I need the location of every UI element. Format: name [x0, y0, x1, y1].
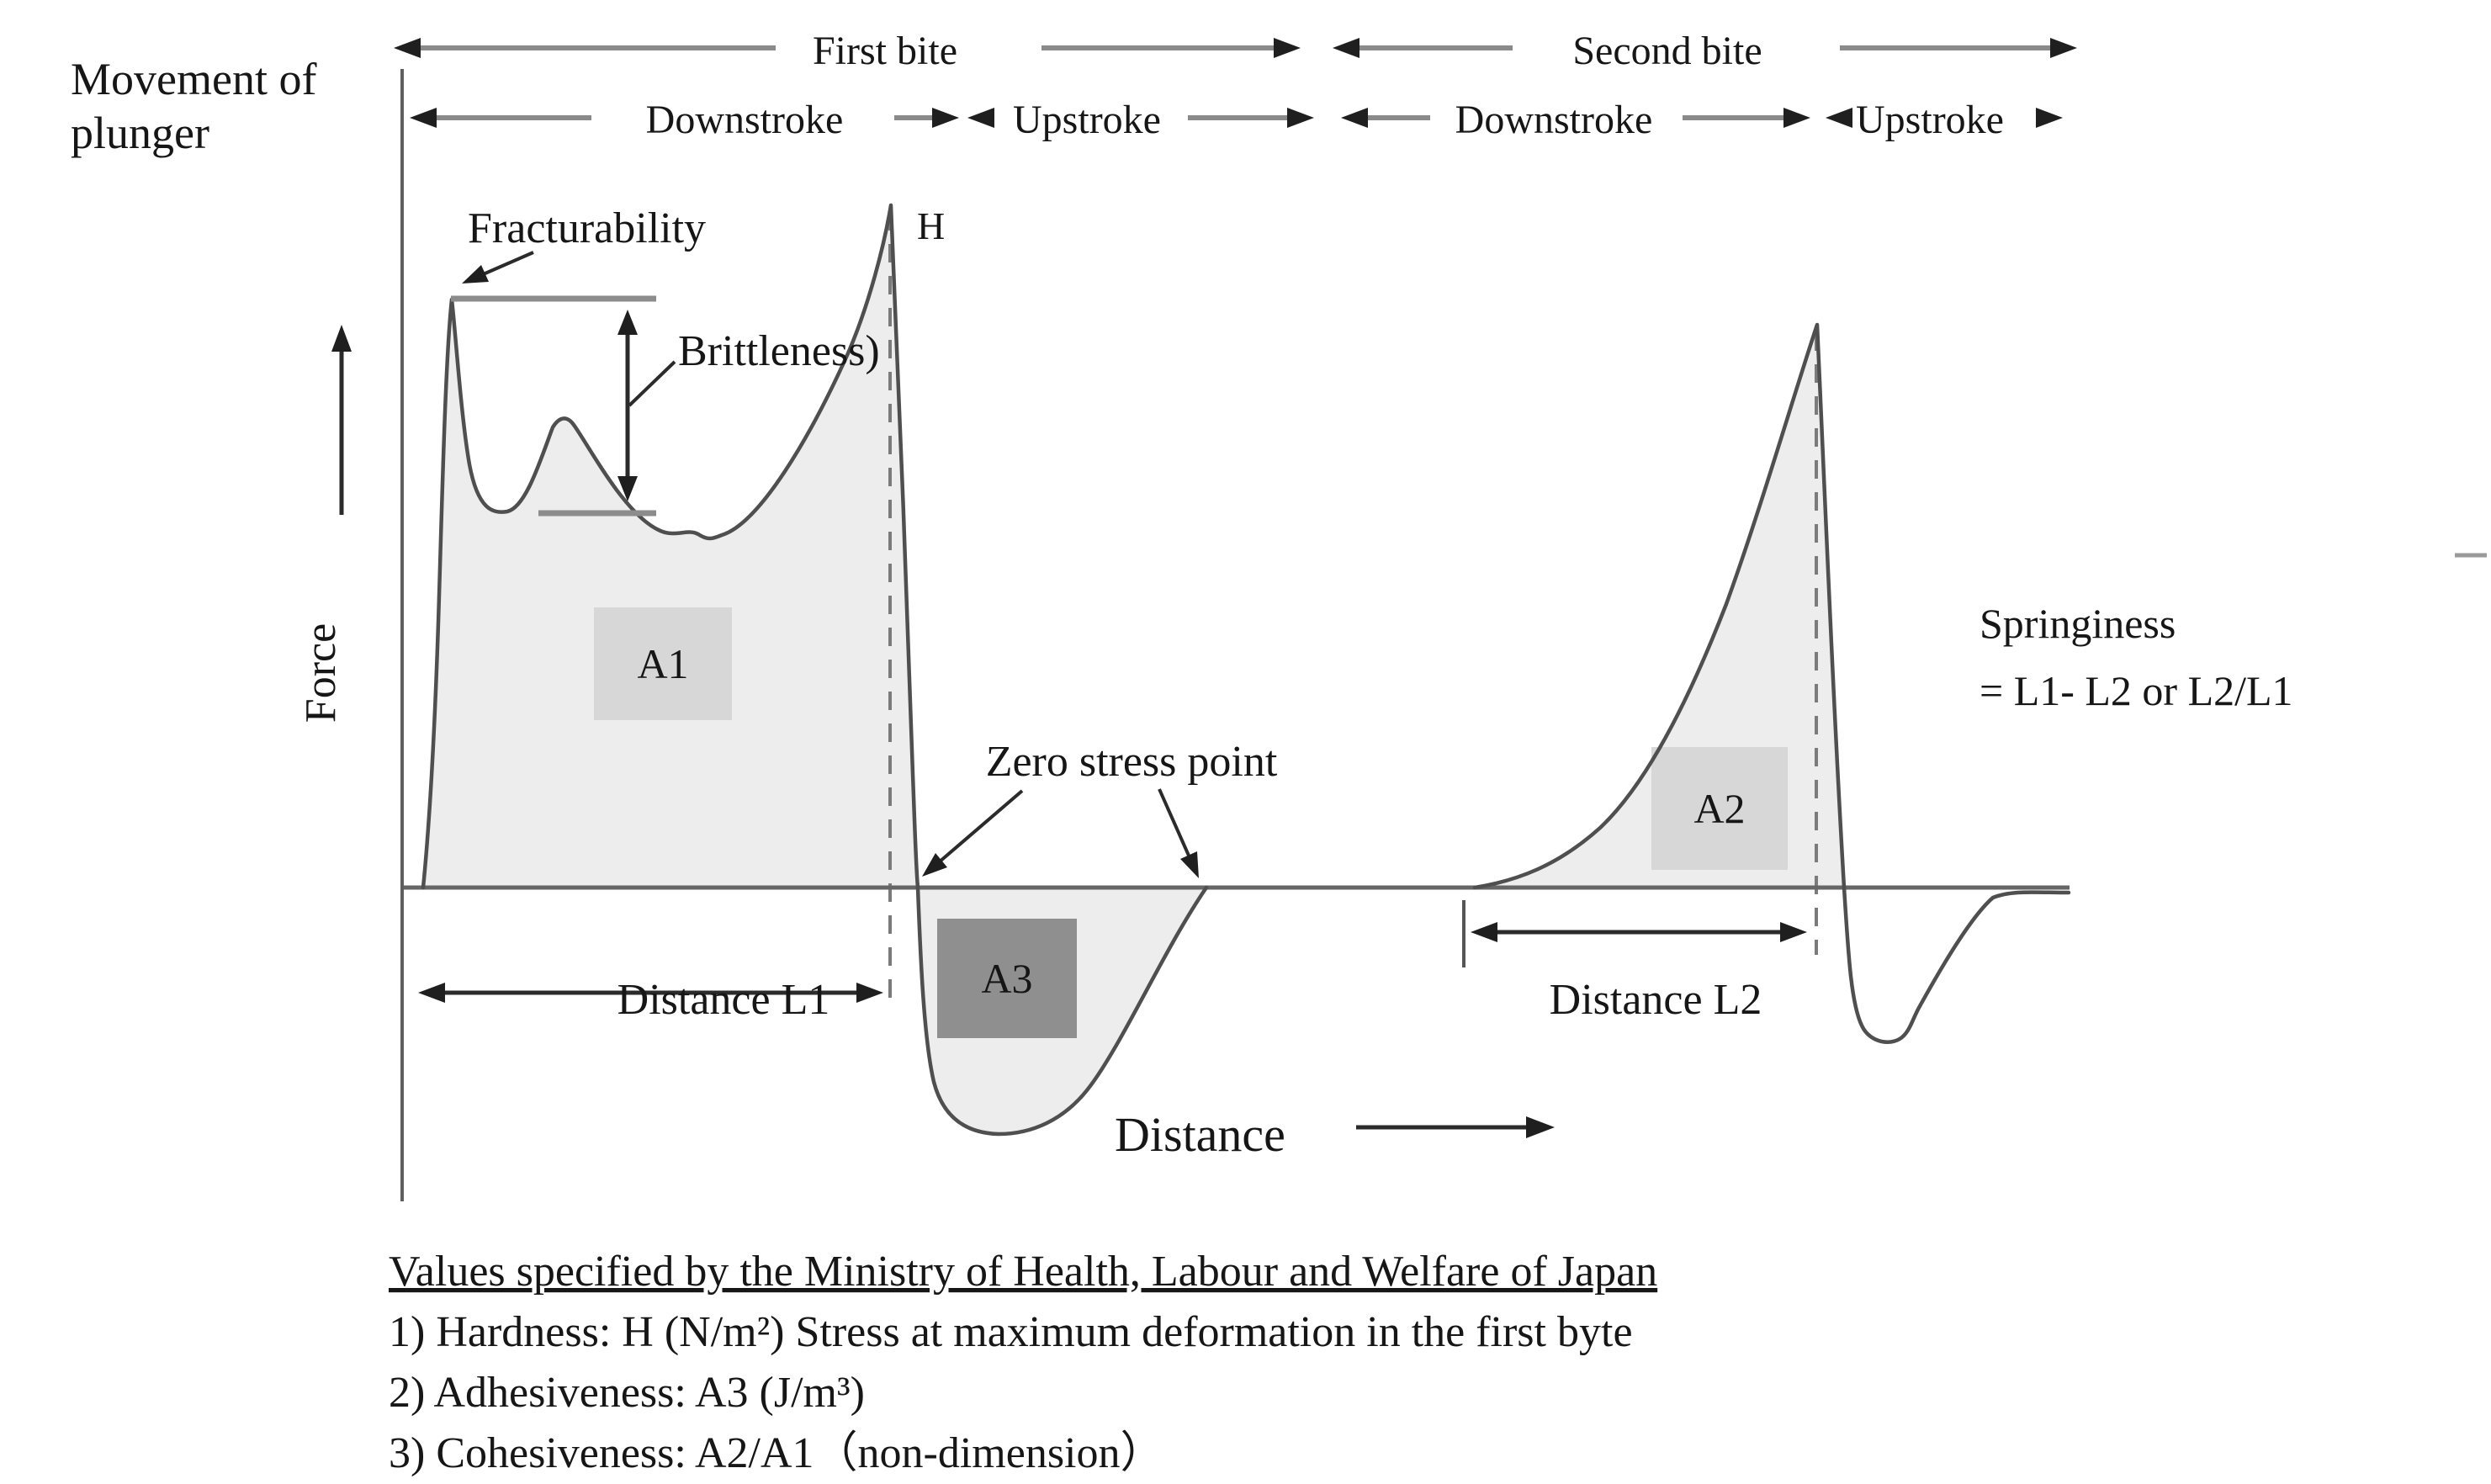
springiness-label-line2: = L1- L2 or L2/L1 [1980, 667, 2293, 714]
first-bite-label: First bite [813, 29, 957, 73]
a2-box [1651, 747, 1788, 870]
upstroke2-label: Upstroke [1856, 98, 2004, 142]
left-arrowhead-icon [1333, 38, 1359, 58]
right-arrowhead-icon [2050, 38, 2077, 58]
hardness-peak-label: H [917, 204, 945, 247]
left-arrowhead-icon [1826, 108, 1852, 128]
a1-box [594, 607, 732, 720]
fracturability-label: Fracturability [468, 204, 706, 252]
note-item-cohesiveness: 3) Cohesiveness: A2/A1（non-dimension） [389, 1429, 1164, 1477]
area-a2-fill [1475, 325, 1844, 888]
distance-l1-label: Distance L1 [617, 976, 830, 1024]
a3-box [937, 919, 1077, 1038]
right-arrowhead-icon [1274, 38, 1301, 58]
right-arrowhead-icon [1526, 1116, 1555, 1138]
right-arrowhead-icon [2036, 108, 2063, 128]
adhesiveness-dip-curve [915, 885, 1209, 1137]
plunger-label-line2: plunger [71, 108, 209, 158]
right-arrowhead-icon [932, 108, 959, 128]
zero-stress-label: Zero stress point [986, 738, 1278, 786]
brittleness-leader-line [628, 360, 676, 407]
down-arrowhead-icon [617, 476, 638, 501]
downstroke1-label: Downstroke [646, 98, 844, 142]
downstroke2-label: Downstroke [1455, 98, 1653, 142]
up-arrowhead-icon [331, 325, 352, 352]
second-bite-curve [1472, 322, 1847, 890]
right-arrowhead-icon [1783, 108, 1810, 128]
x-axis-label: Distance [1115, 1107, 1285, 1162]
first-bite-curve [421, 203, 920, 890]
distance-l2-label: Distance L2 [1550, 976, 1762, 1024]
right-arrowhead-icon [856, 983, 883, 1003]
zero-stress-leader-left [925, 789, 1024, 874]
left-arrowhead-icon [1471, 922, 1497, 942]
left-arrowhead-icon [410, 108, 437, 128]
note-item-hardness: 1) Hardness: H (N/m²) Stress at maximum … [389, 1308, 1633, 1356]
diagonal-arrowhead-icon [1180, 851, 1199, 878]
diagonal-arrowhead-icon [922, 853, 947, 877]
y-axis-label: Force [297, 623, 345, 723]
brittleness-label: Brittleness) [678, 327, 880, 375]
second-bite-dip-curve [1842, 885, 2071, 1044]
bite-span-arrows [394, 38, 2077, 58]
upstroke1-label: Upstroke [1013, 98, 1161, 142]
left-arrowhead-icon [967, 108, 994, 128]
notes-title: Values specified by the Ministry of Heal… [389, 1248, 1657, 1296]
right-arrowhead-icon [1780, 922, 1807, 942]
left-arrowhead-icon [1341, 108, 1368, 128]
a3-label: A3 [981, 955, 1032, 1002]
stroke-span-arrows [410, 108, 2063, 128]
note-item-adhesiveness: 2) Adhesiveness: A3 (J/m³) [389, 1369, 865, 1417]
right-arrowhead-icon [1287, 108, 1314, 128]
springiness-label-line1: Springiness [1980, 600, 2176, 647]
a1-label: A1 [637, 640, 688, 687]
diagonal-arrowhead-icon [462, 265, 489, 284]
up-arrowhead-icon [617, 310, 638, 335]
left-arrowhead-icon [418, 983, 445, 1003]
a2-label: A2 [1693, 785, 1745, 832]
second-bite-label: Second bite [1572, 29, 1762, 73]
plunger-label-line1: Movement of [71, 54, 316, 104]
area-a1-fill [423, 205, 918, 888]
left-arrowhead-icon [394, 38, 421, 58]
